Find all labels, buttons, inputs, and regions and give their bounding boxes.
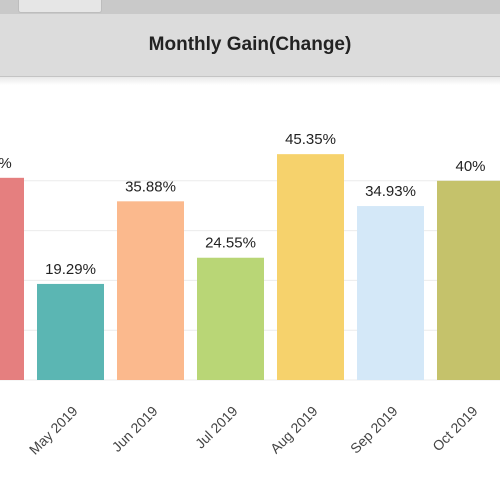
x-tick-label: May 2019 <box>26 403 81 458</box>
bar-value-label: 19.29% <box>45 261 96 278</box>
bar-may-2019[interactable] <box>37 283 104 380</box>
x-tick-label: Aug 2019 <box>267 403 321 457</box>
bar-aug-2019[interactable] <box>277 154 344 380</box>
chart-header: Monthly Gain(Change) <box>0 14 500 77</box>
bar-jul-2019[interactable] <box>197 257 264 380</box>
bar-jun-2019[interactable] <box>117 201 184 380</box>
x-tick-label: Sep 2019 <box>347 403 401 457</box>
bar-apr-2019[interactable] <box>0 177 24 380</box>
window-tab[interactable] <box>18 0 102 13</box>
bar-value-label: 40% <box>455 158 485 175</box>
bar-value-label: 34.93% <box>365 183 416 200</box>
top-strip <box>0 0 500 14</box>
bar-value-label: 24.55% <box>205 235 256 252</box>
x-tick-label: Jul 2019 <box>192 403 241 452</box>
bar-sep-2019[interactable] <box>357 206 424 380</box>
x-tick-label: Apr 2019 <box>0 403 1 455</box>
bar-value-label: 40.6% <box>0 155 12 172</box>
x-tick-label: Oct 2019 <box>429 403 481 455</box>
x-tick-label: Jun 2019 <box>109 403 161 455</box>
bar-value-label: 45.35% <box>285 131 336 148</box>
bar-value-label: 35.88% <box>125 178 176 195</box>
chart-title: Monthly Gain(Change) <box>148 34 352 55</box>
bar-oct-2019[interactable] <box>437 180 500 380</box>
header-shadow <box>0 77 500 85</box>
